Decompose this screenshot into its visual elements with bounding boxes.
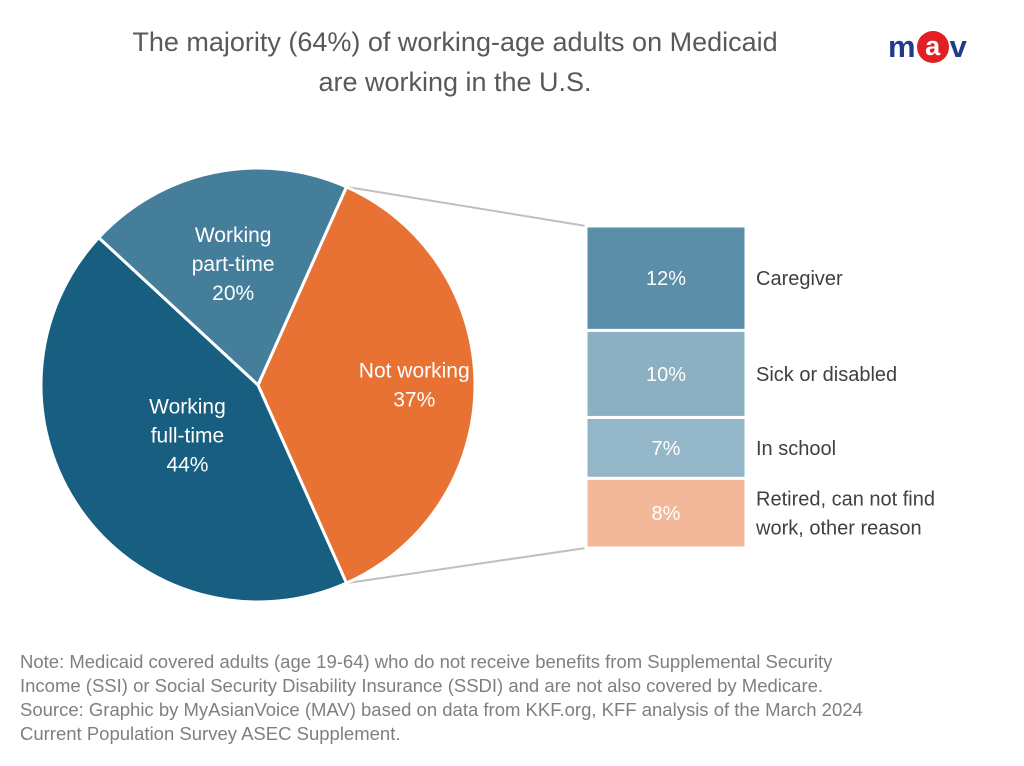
footnote-line-4: Current Population Survey ASEC Supplemen… [20,723,401,744]
breakdown-segment-caregiver [584,224,748,332]
pie-group: Not working 37% Working full-time 44% Working… [39,166,477,604]
breakdown-label-caregiver-line-1: Caregiver [756,268,843,290]
breakdown-value-sick-or-disabled: 10% [646,364,686,386]
logo-letter-a: a [916,31,949,63]
pie-of-pie-chart: Not working 37% Working full-time 44% Working… [39,166,935,604]
logo-letter-m: m [888,29,916,64]
footnote-line-1: Note: Medicaid covered adults (age 19-64… [20,651,833,672]
connector-line-top [346,185,587,227]
pie-label-working-full-time-line-3: 44% [166,454,208,477]
breakdown-value-retired-can-not-find-work-other-reason: 8% [652,503,681,525]
footnote-line-3: Source: Graphic by MyAsianVoice (MAV) ba… [20,699,863,720]
pie-slice-not-working [256,184,477,586]
pie-label-not-working-line-1: Not working [359,360,470,383]
pie-label-working-part-time-line-2: part-time [192,253,275,276]
pie-label-working-full-time-line-1: Working [149,396,226,419]
mav-logo: m a v [888,24,988,70]
pie-label-working-part-time-line-1: Working [195,224,272,247]
chart-title-line-2: are working in the U.S. [318,67,592,97]
breakdown-label-retired-can-not-find-work-other-reason-line-2: work, other reason [755,518,922,540]
breakdown-value-caregiver: 12% [646,268,686,290]
breakdown-value-in-school: 7% [652,438,681,460]
breakdown-segment-in-school [584,415,748,480]
chart-title-line-1: The majority (64%) of working-age adults… [132,27,778,57]
pie-slice-working-full-time [39,235,349,604]
breakdown-segment-retired-can-not-find-work-other-reason [584,476,748,550]
pie-slice-working-part-time [96,166,349,388]
pie-label-working-full-time-line-2: full-time [151,425,225,448]
chart-title: The majority (64%) of working-age adults… [60,22,850,102]
breakdown-label-sick-or-disabled-line-1: Sick or disabled [756,364,897,386]
breakdown-segment-sick-or-disabled [584,328,748,419]
footnote: Note: Medicaid covered adults (age 19-64… [20,650,1010,746]
footnote-line-2: Income (SSI) or Social Security Disabili… [20,675,824,696]
connector-line-bottom [346,547,587,585]
pie-label-not-working-line-2: 37% [393,389,435,412]
breakdown-bar-group: 12% Caregiver 10% Sick or disabled 7% In scho… [584,224,935,550]
breakdown-label-retired-can-not-find-work-other-reason-line-1: Retired, can not find [756,489,935,511]
breakdown-label-in-school-line-1: In school [756,438,836,460]
pie-label-working-part-time-line-3: 20% [212,282,254,305]
logo-letter-v: v [949,29,967,64]
